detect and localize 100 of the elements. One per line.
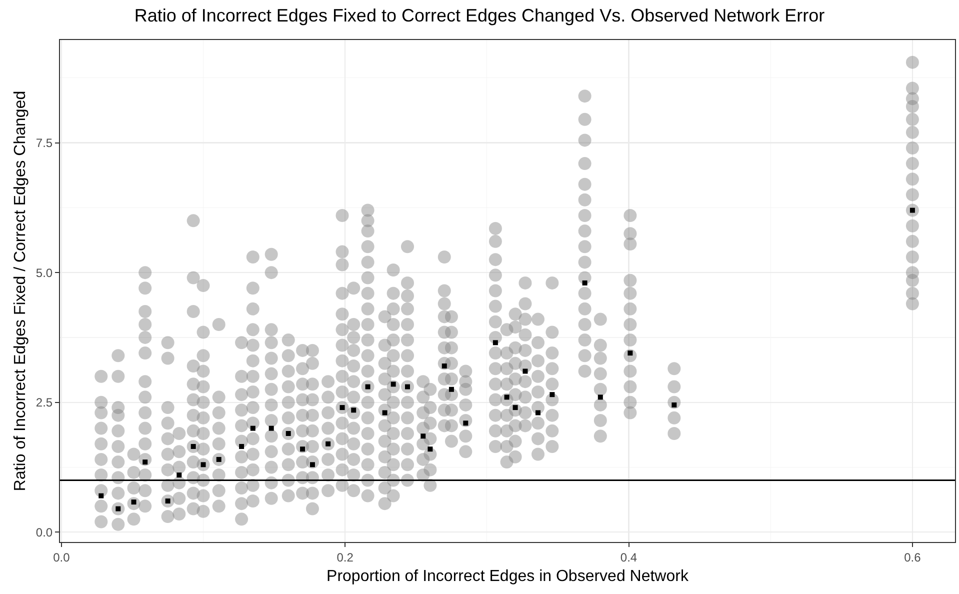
point [488, 393, 502, 406]
point [282, 489, 295, 502]
point [598, 394, 603, 400]
point [378, 434, 392, 448]
point [401, 302, 414, 316]
point [906, 56, 919, 69]
point [386, 458, 400, 472]
point [532, 336, 544, 350]
point [378, 372, 392, 386]
point [906, 172, 919, 186]
point [488, 268, 502, 282]
point [906, 112, 919, 126]
point [347, 422, 360, 435]
point [594, 338, 607, 352]
point [264, 445, 278, 458]
point [518, 419, 532, 432]
point [361, 489, 374, 502]
point [94, 468, 108, 482]
point [235, 497, 248, 510]
point [246, 463, 260, 476]
point [594, 312, 607, 326]
point [488, 300, 502, 313]
point [112, 518, 125, 531]
point [488, 253, 502, 266]
point [282, 411, 295, 424]
point [112, 349, 125, 362]
point [442, 364, 447, 369]
y-tick-label: 7.5 [36, 136, 53, 150]
point [906, 188, 919, 202]
point [361, 286, 374, 300]
point [306, 486, 319, 500]
point [906, 219, 919, 232]
point [138, 282, 152, 295]
point [361, 334, 374, 347]
point [306, 344, 319, 357]
point [264, 266, 278, 280]
point [401, 364, 414, 378]
point [448, 386, 454, 392]
point [624, 396, 637, 409]
point [212, 437, 226, 450]
point [416, 375, 430, 388]
point [161, 416, 174, 430]
point [906, 250, 919, 264]
point [196, 442, 210, 456]
point [212, 422, 226, 435]
point [488, 378, 502, 391]
point [906, 82, 919, 95]
point [347, 375, 360, 388]
point [347, 452, 360, 466]
point [578, 112, 592, 126]
point [594, 430, 607, 443]
point [578, 286, 592, 300]
point [488, 440, 502, 453]
point [459, 430, 472, 443]
point [282, 334, 295, 347]
point [336, 286, 349, 300]
point [546, 408, 559, 422]
point [246, 385, 260, 398]
point [212, 318, 226, 331]
point [282, 364, 295, 378]
point [444, 434, 458, 448]
point [161, 463, 174, 476]
point [336, 208, 349, 222]
point [578, 224, 592, 238]
point [361, 349, 374, 362]
y-axis-title: Ratio of Incorrect Edges Fixed / Correct Edges Changed [12, 90, 29, 492]
point [624, 274, 637, 287]
point [282, 396, 295, 409]
point [94, 396, 108, 409]
point [127, 512, 140, 526]
point [161, 401, 174, 414]
point [264, 382, 278, 396]
point [492, 340, 498, 346]
point [94, 370, 108, 383]
point [94, 422, 108, 435]
point [322, 375, 335, 388]
point [235, 370, 248, 383]
point [578, 193, 592, 206]
point [322, 452, 335, 466]
point [578, 334, 592, 347]
point [401, 318, 414, 331]
point [282, 442, 295, 456]
point [578, 256, 592, 269]
point [424, 478, 437, 492]
point [488, 362, 502, 376]
point [246, 250, 260, 264]
point [532, 354, 544, 368]
point [578, 90, 592, 103]
point [246, 494, 260, 508]
point [347, 330, 360, 344]
point [196, 279, 210, 292]
point [138, 330, 152, 344]
point [264, 414, 278, 428]
point [336, 448, 349, 461]
point [428, 446, 433, 452]
point [438, 297, 451, 310]
point [401, 240, 414, 254]
point [906, 157, 919, 170]
point [594, 414, 607, 428]
point [578, 364, 592, 378]
